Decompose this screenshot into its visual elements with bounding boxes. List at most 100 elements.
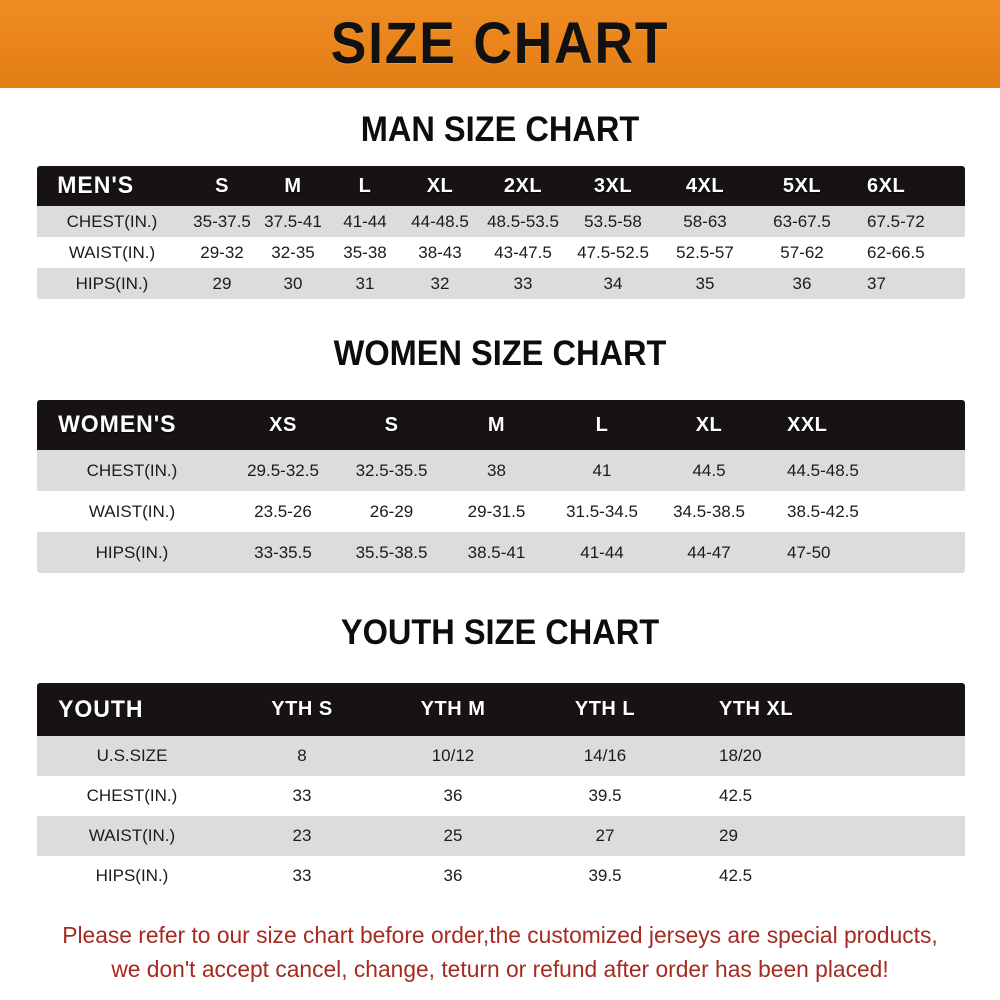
row-label: CHEST(IN.) — [86, 460, 178, 480]
measurement-cell: 23.5-26 — [254, 501, 312, 521]
measurement-cell: 47.5-52.5 — [577, 242, 649, 262]
measurement-cell: 47-50 — [787, 542, 831, 562]
measurement-cell: 23 — [292, 826, 312, 845]
size-column-header: YTH M — [420, 698, 486, 720]
measurement-cell: 38 — [487, 460, 506, 480]
measurement-cell: 33 — [292, 866, 312, 885]
order-policy-note-line2: we don't accept cancel, change, teturn o… — [111, 956, 889, 982]
measurement-cell: 33 — [292, 786, 312, 805]
measurement-cell: 67.5-72 — [867, 211, 925, 231]
size-column-header: 4XL — [685, 174, 725, 197]
men-size-table: MEN'S S M L XL 2XL 3XL 4XL 5XL 6XL CHEST(IN.) 35-37… — [37, 166, 965, 299]
measurement-cell: 53.5-58 — [584, 211, 642, 231]
measurement-cell: 42.5 — [719, 866, 753, 885]
order-policy-note: Please refer to our size chart before or… — [15, 918, 985, 986]
measurement-cell: 63-67.5 — [773, 211, 831, 231]
table-row: WAIST(IN.) 29-32 32-35 35-38 38-43 43-47.5 47.… — [37, 237, 965, 268]
measurement-cell: 38-43 — [418, 242, 462, 262]
measurement-cell: 29-32 — [200, 242, 244, 262]
row-label: HIPS(IN.) — [95, 866, 169, 885]
measurement-cell: 39.5 — [588, 866, 622, 885]
measurement-cell: 32-35 — [271, 242, 315, 262]
measurement-cell: 38.5-41 — [467, 542, 526, 562]
measurement-cell: 26-29 — [369, 501, 414, 521]
table-row: CHEST(IN.) 35-37.5 37.5-41 41-44 44-48.5 48.5… — [37, 206, 965, 237]
measurement-cell: 62-66.5 — [867, 242, 925, 262]
measurement-cell: 36 — [443, 866, 463, 885]
measurement-cell: 8 — [297, 746, 307, 765]
men-section-heading: MAN SIZE CHART — [360, 110, 640, 149]
size-column-header: L — [358, 174, 372, 197]
women-size-table: WOMEN'S XS S M L XL XXL CHEST(IN.) 29.5-32.5 32.5… — [37, 400, 965, 573]
size-column-header: YTH XL — [719, 698, 794, 720]
table-row: CHEST(IN.) 33 36 39.5 42.5 — [37, 776, 965, 816]
size-column-header: L — [595, 413, 609, 436]
row-label: U.S.SIZE — [96, 746, 168, 765]
measurement-cell: 31 — [355, 273, 375, 293]
measurement-cell: 33-35.5 — [254, 542, 312, 562]
measurement-cell: 44.5-48.5 — [787, 460, 859, 480]
table-row: U.S.SIZE 8 10/12 14/16 18/20 — [37, 736, 965, 776]
measurement-cell: 35 — [695, 273, 715, 293]
measurement-cell: 14/16 — [583, 746, 627, 765]
size-column-header: XL — [426, 174, 454, 197]
row-label: WAIST(IN.) — [88, 501, 176, 521]
measurement-cell: 34 — [603, 273, 623, 293]
measurement-cell: 39.5 — [588, 786, 622, 805]
size-column-header: 2XL — [503, 174, 543, 197]
measurement-cell: 35.5-38.5 — [355, 542, 428, 562]
measurement-cell: 44-48.5 — [411, 211, 469, 231]
row-label: CHEST(IN.) — [66, 211, 158, 231]
youth-size-table: YOUTH YTH S YTH M YTH L YTH XL U.S.SIZE 8 10/12… — [37, 683, 965, 896]
size-column-header: YTH L — [574, 698, 636, 720]
youth-section-heading: YOUTH SIZE CHART — [340, 613, 660, 652]
row-label: CHEST(IN.) — [86, 786, 178, 805]
measurement-cell: 41-44 — [343, 211, 387, 231]
measurement-cell: 34.5-38.5 — [673, 501, 745, 521]
measurement-cell: 27 — [595, 826, 615, 845]
measurement-cell: 41 — [592, 460, 612, 480]
row-label: WAIST(IN.) — [88, 826, 176, 845]
measurement-cell: 57-62 — [780, 242, 824, 262]
table-row: WAIST(IN.) 23.5-26 26-29 29-31.5 31.5-34.5 34… — [37, 491, 965, 532]
measurement-cell: 44.5 — [692, 460, 726, 480]
table-header-label: YOUTH — [58, 695, 144, 723]
size-column-header: XS — [269, 413, 297, 436]
measurement-cell: 43-47.5 — [494, 242, 552, 262]
row-label: HIPS(IN.) — [75, 273, 149, 293]
table-row: HIPS(IN.) 33 36 39.5 42.5 — [37, 856, 965, 896]
measurement-cell: 44-47 — [687, 542, 731, 562]
measurement-cell: 58-63 — [683, 211, 727, 231]
women-section-heading: WOMEN SIZE CHART — [333, 334, 667, 373]
table-header-label: MEN'S — [57, 172, 135, 199]
measurement-cell: 37.5-41 — [264, 211, 322, 231]
measurement-cell: 52.5-57 — [676, 242, 734, 262]
measurement-cell: 29 — [212, 273, 232, 293]
measurement-cell: 42.5 — [719, 786, 753, 805]
row-label: WAIST(IN.) — [68, 242, 156, 262]
measurement-cell: 35-37.5 — [193, 211, 251, 231]
size-column-header: YTH S — [271, 698, 333, 720]
size-column-header: XL — [695, 413, 723, 436]
measurement-cell: 30 — [283, 273, 303, 293]
measurement-cell: 29 — [719, 826, 738, 845]
page-title: SIZE CHART — [330, 11, 670, 76]
size-column-header: M — [487, 413, 506, 436]
size-column-header: S — [384, 413, 399, 436]
measurement-cell: 25 — [443, 826, 463, 845]
table-header-row: WOMEN'S XS S M L XL XXL — [37, 400, 965, 450]
row-label: HIPS(IN.) — [95, 542, 169, 562]
table-row: WAIST(IN.) 23 25 27 29 — [37, 816, 965, 856]
size-column-header: 3XL — [593, 174, 633, 197]
measurement-cell: 41-44 — [580, 542, 624, 562]
measurement-cell: 10/12 — [431, 746, 475, 765]
measurement-cell: 36 — [443, 786, 463, 805]
order-policy-note-line1: Please refer to our size chart before or… — [62, 922, 938, 948]
page-banner: SIZE CHART — [0, 0, 1000, 88]
measurement-cell: 29.5-32.5 — [247, 460, 319, 480]
size-column-header: 6XL — [867, 174, 906, 197]
table-header-row: MEN'S S M L XL 2XL 3XL 4XL 5XL 6XL — [37, 166, 965, 206]
measurement-cell: 48.5-53.5 — [487, 211, 559, 231]
measurement-cell: 32 — [430, 273, 450, 293]
